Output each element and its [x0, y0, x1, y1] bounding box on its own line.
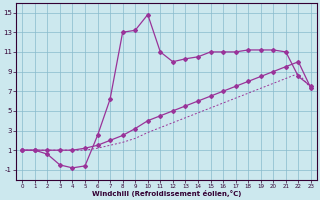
X-axis label: Windchill (Refroidissement éolien,°C): Windchill (Refroidissement éolien,°C) [92, 190, 241, 197]
